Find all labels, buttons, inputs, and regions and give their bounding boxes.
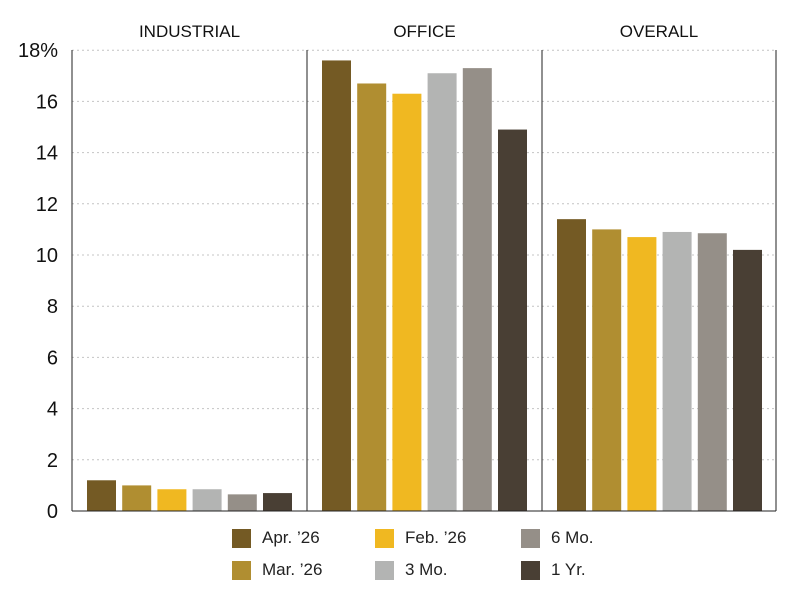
bar [462,68,492,512]
bar [498,129,527,511]
bar [322,60,351,511]
bar [662,231,692,511]
panel-title: OVERALL [620,22,698,41]
y-tick-label: 18% [18,40,58,62]
legend-item: Apr. ’26 [232,528,320,548]
bar [392,93,422,511]
bar [733,249,762,511]
legend-item: 6 Mo. [521,528,594,548]
y-tick-label: 12 [36,194,58,216]
y-tick-label: 0 [47,501,58,523]
legend-label: Feb. ’26 [405,528,467,547]
legend: Apr. ’26 Mar. ’26 Feb. ’26 3 Mo. 6 Mo. 1… [232,528,652,588]
bar [122,485,152,511]
bar [192,489,222,511]
bar [592,229,622,511]
bar [627,237,657,511]
y-tick-label: 6 [47,347,58,369]
bar [263,493,292,511]
bar [227,494,257,511]
legend-label: 1 Yr. [551,560,586,579]
legend-swatch [521,528,540,548]
bar [87,480,116,511]
bar [157,489,187,511]
legend-label: Mar. ’26 [262,560,323,579]
legend-swatch [375,560,394,580]
legend-label: Apr. ’26 [262,528,320,547]
legend-item: Feb. ’26 [375,528,466,548]
y-tick-label: 2 [47,450,58,472]
panel-title: OFFICE [393,22,455,41]
bar [427,73,457,512]
y-tick-label: 8 [47,296,58,318]
panel-title: INDUSTRIAL [139,22,240,41]
y-tick-label: 4 [47,399,58,421]
legend-item: Mar. ’26 [232,560,322,580]
y-tick-label: 16 [36,91,58,113]
legend-item: 1 Yr. [521,560,586,580]
bar [357,83,387,511]
y-tick-label: 14 [36,143,58,165]
legend-swatch [232,528,251,548]
y-tick-label: 10 [36,245,58,267]
legend-item: 3 Mo. [375,560,448,580]
legend-label: 6 Mo. [551,528,594,547]
legend-label: 3 Mo. [405,560,448,579]
bar [557,219,586,511]
legend-swatch [375,528,394,548]
legend-swatch [521,560,540,580]
legend-swatch [232,560,251,580]
bar [697,233,727,512]
